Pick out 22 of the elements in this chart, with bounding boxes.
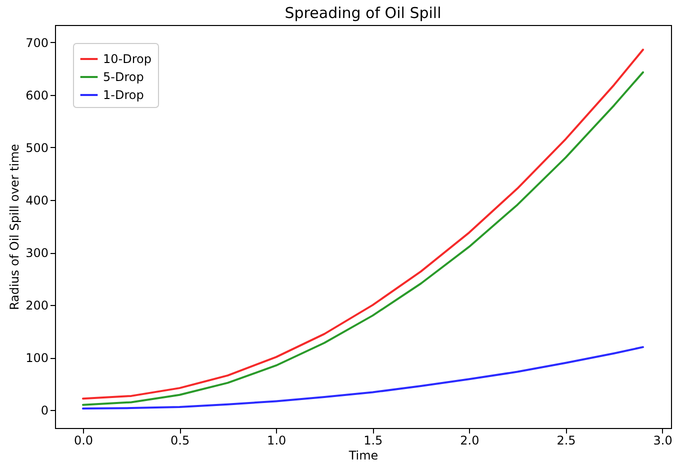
y-tick-label: 100: [26, 351, 48, 366]
x-tick-label: 0.0: [74, 434, 94, 448]
legend-label: 10-Drop: [103, 52, 152, 66]
x-tick-label: 2.0: [460, 434, 480, 448]
x-tick-label: 1.0: [267, 434, 286, 448]
x-tick-label: 3.0: [653, 434, 672, 448]
x-axis-title: Time: [348, 448, 378, 462]
legend-label: 5-Drop: [103, 70, 144, 84]
y-tick-label: 300: [26, 246, 48, 260]
y-axis-title: Radius of Oil Spill over time: [8, 144, 22, 310]
x-tick-label: 1.5: [364, 434, 383, 448]
y-tick-label: 200: [26, 298, 48, 313]
y-tick-label: 0: [40, 404, 48, 418]
x-tick-label: 2.5: [556, 434, 576, 448]
y-tick-label: 500: [26, 140, 48, 155]
y-tick-label: 600: [26, 88, 48, 102]
x-tick-label: 0.5: [170, 434, 190, 448]
y-tick-label: 700: [26, 36, 48, 50]
line-series: [82, 346, 644, 410]
chart-title: Spreading of Oil Spill: [284, 4, 442, 22]
legend-label: 1-Drop: [103, 88, 144, 102]
y-tick-label: 400: [26, 193, 48, 208]
